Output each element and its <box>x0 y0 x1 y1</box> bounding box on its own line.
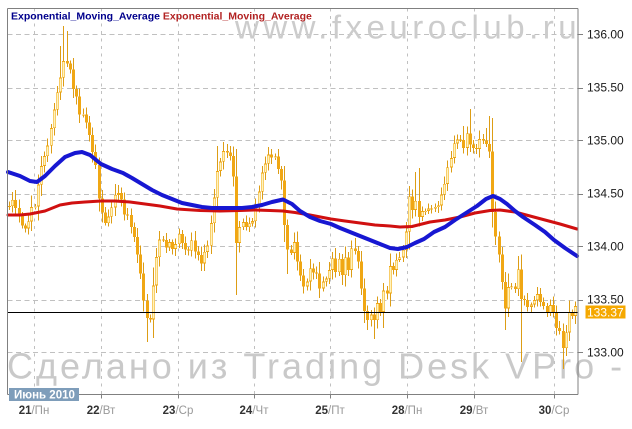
svg-text:136.00: 136.00 <box>587 28 624 42</box>
svg-text:135.50: 135.50 <box>587 81 624 95</box>
svg-text:134.00: 134.00 <box>587 240 624 254</box>
svg-text:29/Вт: 29/Вт <box>460 405 489 417</box>
svg-text:133.37: 133.37 <box>587 306 624 320</box>
svg-text:Июнь 2010: Июнь 2010 <box>14 390 75 402</box>
svg-text:Сделано из Trading Desk VPro -: Сделано из Trading Desk VPro - <box>7 346 625 387</box>
svg-text:www.fxeuroclub.ru: www.fxeuroclub.ru <box>234 9 581 46</box>
svg-text:133.50: 133.50 <box>587 293 624 307</box>
svg-text:24/Чт: 24/Чт <box>240 405 270 417</box>
svg-text:28/Пн: 28/Пн <box>392 405 423 417</box>
svg-text:Exponential_Moving_Average Exp: Exponential_Moving_Average Exponential_M… <box>11 11 312 23</box>
svg-text:133.00: 133.00 <box>587 346 624 360</box>
svg-text:23/Ср: 23/Ср <box>163 405 194 417</box>
svg-text:135.00: 135.00 <box>587 134 624 148</box>
svg-text:21/Пн: 21/Пн <box>19 405 50 417</box>
svg-text:22/Вт: 22/Вт <box>87 405 116 417</box>
svg-text:30/Ср: 30/Ср <box>539 405 570 417</box>
svg-text:134.50: 134.50 <box>587 187 624 201</box>
svg-text:25/Пт: 25/Пт <box>315 405 345 417</box>
